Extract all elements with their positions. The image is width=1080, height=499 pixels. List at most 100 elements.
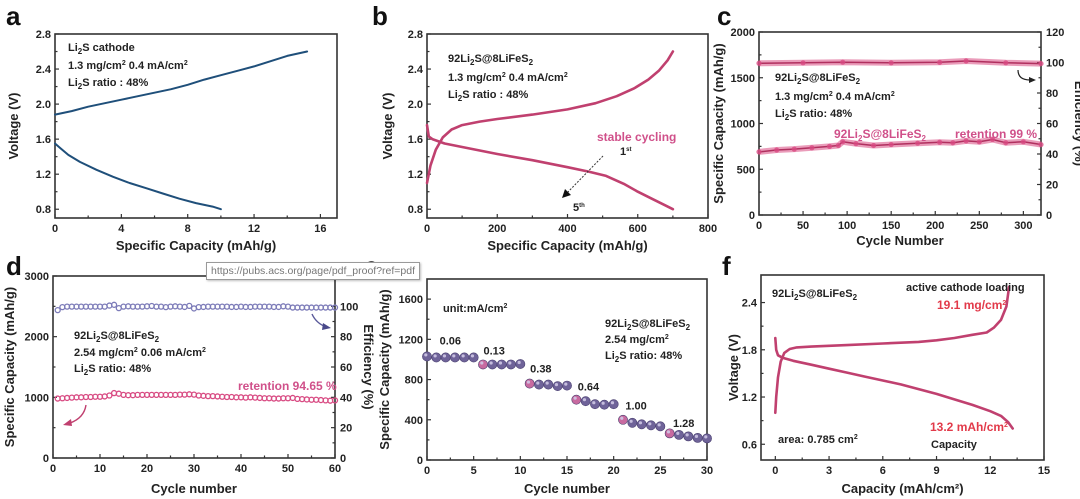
data-point	[853, 141, 859, 147]
data-point-highlight	[657, 423, 661, 427]
y-tick-label: 0.8	[36, 204, 51, 216]
data-point	[937, 59, 943, 65]
data-point-highlight	[461, 354, 465, 358]
annotation-material: 92Li2S@8LiFeS2	[772, 288, 858, 302]
y-tick-label: 2.4	[408, 64, 424, 76]
x-tick-label: 12	[984, 465, 996, 477]
rate-label: 0.06	[440, 335, 461, 347]
y2-tick-label: 80	[1046, 88, 1058, 100]
x-tick-label: 16	[314, 223, 326, 235]
data-point	[655, 421, 666, 432]
data-point	[1003, 60, 1009, 66]
data-point	[608, 399, 619, 410]
y2-axis-title: Efficiency (%)	[361, 324, 376, 409]
y-tick-label: 2000	[731, 27, 755, 39]
annotation-material: 92Li2S@8LiFeS2	[74, 330, 160, 344]
rate-label: 0.13	[483, 345, 504, 357]
x-tick-label: 50	[282, 463, 294, 475]
data-point	[468, 352, 479, 363]
data-point-highlight	[526, 380, 531, 384]
y-tick-label: 2000	[25, 332, 49, 344]
y-tick-label: 0	[417, 455, 423, 467]
annotation-area: area: 0.785 cm2	[778, 434, 858, 446]
x-tick-label: 0	[772, 465, 778, 477]
y-tick-label: 1.6	[36, 134, 51, 146]
data-point	[756, 60, 762, 66]
x-tick-label: 15	[561, 465, 573, 477]
data-point	[515, 359, 526, 369]
y2-tick-label: 0	[340, 453, 346, 465]
y-tick-label: 2.4	[742, 298, 758, 310]
data-point	[618, 414, 628, 425]
y-tick-label: 3000	[25, 271, 49, 283]
annotation-loading: 1.3 mg/cm2 0.4 mA/cm2	[68, 60, 188, 72]
label-5th: 5th	[573, 202, 585, 214]
data-point	[791, 146, 797, 152]
panel-b: b 0 200 400 600 800 0.8 1.2 1.6 2.0 2.4 2.8 Specifi…	[372, 1, 717, 253]
data-point	[636, 419, 647, 430]
x-axis-title: Cycle number	[524, 481, 610, 496]
y-tick-label: 0.6	[742, 439, 757, 451]
x-tick-label: 0	[756, 220, 762, 232]
data-point	[431, 352, 442, 363]
series-line-charge	[54, 50, 309, 116]
data-point	[54, 306, 61, 314]
x-tick-label: 300	[1014, 220, 1032, 232]
panel-letter-c: c	[717, 1, 731, 31]
data-point-highlight	[694, 434, 699, 438]
x-tick-label: 5	[471, 465, 477, 477]
panel-d: d 0 10 20 30 40 50 600100020003000020406080100…	[2, 251, 376, 496]
annotation-ratio: Li2S ratio : 48%	[448, 89, 528, 103]
y-tick-label: 1.8	[742, 345, 757, 357]
series-line-discharge	[54, 142, 222, 211]
data-point	[506, 359, 516, 370]
y-tick-label: 0.8	[408, 204, 423, 216]
data-point-highlight	[592, 401, 596, 405]
rate-label: 0.38	[530, 364, 551, 376]
y-axis-title: Voltage (V)	[6, 93, 21, 160]
x-axis-title: Capacity (mAh/cm²)	[841, 481, 963, 496]
data-point-highlight	[666, 430, 671, 434]
x-tick-label: 30	[701, 465, 713, 477]
data-point-highlight	[536, 381, 540, 385]
y-tick-label: 1600	[399, 294, 423, 306]
data-point	[1020, 139, 1026, 145]
y2-tick-label: 20	[1046, 180, 1058, 192]
x-tick-label: 0	[424, 223, 430, 235]
data-point	[1003, 140, 1009, 146]
data-point	[627, 417, 638, 428]
axes-frame	[758, 31, 1042, 216]
unit-label: unit:mA/cm2	[443, 303, 508, 315]
y2-axis-title: Efficiency (%)	[1072, 81, 1080, 166]
arrow-head-icon	[562, 189, 571, 198]
data-point	[826, 143, 833, 149]
data-point-highlight	[480, 361, 484, 365]
data-point	[459, 352, 470, 363]
x-tick-label: 400	[558, 223, 576, 235]
data-point-highlight	[554, 382, 559, 387]
series-line-charge	[773, 285, 1011, 415]
data-point	[976, 139, 982, 145]
x-tick-label: 50	[797, 220, 809, 232]
axes-frame	[760, 274, 1045, 461]
data-point	[800, 60, 806, 66]
y-tick-label: 800	[405, 375, 423, 387]
data-point	[870, 142, 877, 149]
x-tick-label: 200	[488, 223, 506, 235]
y2-tick-label: 80	[340, 332, 352, 344]
series-line-efficiency	[758, 60, 1042, 65]
series-line-discharge	[425, 123, 675, 211]
annotation-loading: 1.3 mg/cm2 0.4 mA/cm2	[448, 72, 568, 84]
data-point-highlight	[629, 419, 633, 423]
data-point	[840, 139, 846, 145]
data-point	[478, 359, 488, 370]
y2-tick-label: 120	[1046, 27, 1064, 39]
panel-letter-d: d	[6, 251, 22, 281]
y-tick-label: 400	[405, 415, 423, 427]
y-tick-label: 1500	[731, 73, 755, 85]
rate-label: 0.64	[578, 382, 600, 394]
data-point	[186, 302, 193, 310]
data-point	[590, 399, 600, 410]
arrow-head-icon	[1029, 77, 1036, 83]
series-line-discharge	[773, 336, 1015, 430]
